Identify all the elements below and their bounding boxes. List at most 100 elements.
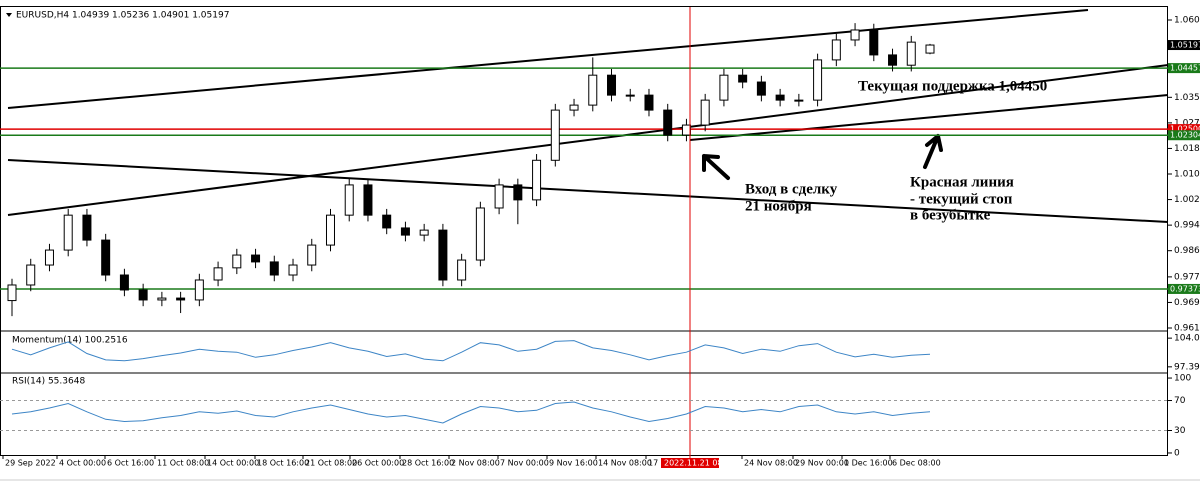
- y-tick-label: 0: [1174, 448, 1180, 458]
- candle-body: [7, 284, 17, 302]
- x-tick-label: 29 Nov 00:00: [795, 459, 849, 468]
- candle-body: [63, 214, 73, 251]
- candle-body: [344, 184, 354, 216]
- candle-body: [550, 109, 560, 161]
- x-tick-label: 7 Nov 00:00: [500, 459, 549, 468]
- candle-body: [494, 184, 504, 209]
- menu-triangle: [6, 13, 12, 17]
- trend-line: [7, 64, 1169, 216]
- y-tick-label: 100: [1174, 374, 1191, 384]
- arrow: [923, 134, 943, 169]
- x-tick-label: 29 Sep 2022: [5, 459, 56, 468]
- annotation: Вход в сделку: [745, 181, 838, 197]
- candle-body: [513, 184, 523, 201]
- y-tick-label: 1.06000: [1174, 16, 1200, 26]
- annotation: Красная линия: [910, 174, 1014, 190]
- candle-body: [438, 229, 448, 281]
- price-tag: [1168, 130, 1200, 141]
- indicator-line: [11, 340, 931, 362]
- y-tick-label: 70: [1174, 396, 1186, 406]
- candle-body: [419, 229, 429, 236]
- candle-body: [813, 59, 823, 101]
- arrow: [702, 154, 730, 180]
- annotation: 21 ноября: [745, 198, 812, 214]
- trend-line: [7, 9, 1089, 109]
- candle-body: [138, 289, 148, 301]
- crosshair-label: 2022.11.21 08:00: [664, 459, 735, 468]
- candle-body: [101, 239, 111, 276]
- price-tag: [1168, 283, 1200, 294]
- y-tick-label: 104.0631: [1174, 334, 1200, 344]
- x-tick-label: 6 Dec 08:00: [892, 459, 941, 468]
- x-tick-label: 14 Nov 08:00: [598, 459, 652, 468]
- candle-body: [213, 267, 223, 281]
- candle-body: [719, 74, 729, 101]
- candle-body: [756, 81, 766, 96]
- candle-body: [325, 214, 335, 246]
- y-tick-label: 0.98600: [1174, 246, 1200, 256]
- candle-body: [475, 207, 485, 261]
- y-tick-label: 1.01060: [1174, 170, 1200, 180]
- y-tick-label: 1.02700: [1174, 118, 1200, 128]
- candle-body: [794, 99, 804, 102]
- candle-body: [888, 54, 898, 66]
- trend-line: [689, 94, 1169, 141]
- symbol-title: EURUSD,H4 1.04939 1.05236 1.04901 1.0519…: [16, 11, 229, 21]
- candle-body: [269, 261, 279, 276]
- annotation: - текущий стоп: [910, 191, 1013, 207]
- price-tag: [1168, 124, 1200, 135]
- price-tag-label: 1.02304: [1170, 131, 1200, 140]
- x-tick-label: 26 Oct 00:00: [352, 459, 404, 468]
- y-tick-label: 1.03520: [1174, 93, 1200, 103]
- candle-body: [625, 94, 635, 97]
- candle-body: [363, 184, 373, 216]
- candle-body: [382, 214, 392, 229]
- candle-body: [44, 249, 54, 266]
- x-tick-label: 2 Nov 08:00: [451, 459, 500, 468]
- x-tick-label: 21 Oct 08:00: [305, 459, 357, 468]
- candle-body: [532, 159, 542, 201]
- candle-body: [26, 264, 36, 286]
- candle-body: [588, 74, 598, 106]
- candle-body: [251, 254, 261, 263]
- x-tick-label: 14 Oct 00:00: [207, 459, 259, 468]
- candle-body: [869, 29, 879, 56]
- candle-body: [607, 74, 617, 96]
- candle-body: [119, 274, 129, 291]
- x-tick-label: 6 Oct 16:00: [107, 459, 154, 468]
- bid-label: 1.05197: [1170, 41, 1200, 50]
- y-tick-label: 0.96120: [1174, 324, 1200, 334]
- candle-body: [307, 244, 317, 266]
- candle-body: [831, 39, 841, 61]
- y-tick-label: 0.96940: [1174, 298, 1200, 308]
- price-tag-label: 1.04457: [1170, 64, 1200, 73]
- candle-body: [738, 74, 748, 83]
- bid-tag: [1168, 40, 1200, 51]
- y-tick-label: 1.00240: [1174, 195, 1200, 205]
- frame: [0, 6, 1168, 456]
- candle-body: [775, 94, 785, 101]
- arrows: [702, 134, 943, 180]
- rsi-title: RSI(14) 55.3648: [12, 377, 85, 387]
- candle-body: [906, 41, 916, 66]
- candle-body: [681, 124, 691, 136]
- trend-lines: [7, 9, 1169, 223]
- y-tick-label: 0.99420: [1174, 221, 1200, 231]
- crosshair-tag: [661, 458, 719, 468]
- price-tag-label: 1.02500: [1170, 125, 1200, 134]
- x-tick-label: 4 Oct 00:00: [59, 459, 106, 468]
- candle-body: [288, 264, 298, 276]
- price-tag: [1168, 63, 1200, 74]
- annotation: в безубытке: [910, 207, 991, 223]
- y-tick-label: 30: [1174, 426, 1186, 436]
- candle-body: [176, 297, 186, 301]
- candle-body: [400, 227, 410, 236]
- x-tick-label: 1 Dec 16:00: [844, 459, 893, 468]
- candle-body: [82, 214, 92, 241]
- indicator-line: [11, 401, 931, 424]
- momentum-title: Momentum(14) 100.2516: [12, 336, 128, 346]
- candle-body: [663, 109, 673, 136]
- candle-body: [194, 279, 204, 301]
